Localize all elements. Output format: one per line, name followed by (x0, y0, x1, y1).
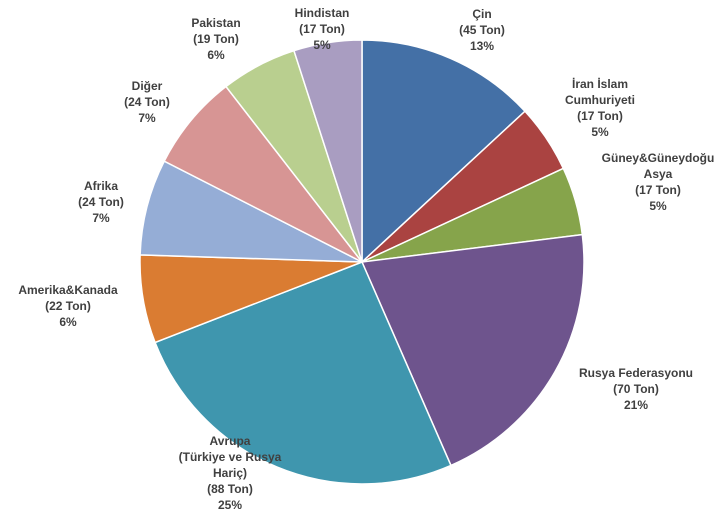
pie-slice-label-line: 6% (207, 48, 225, 62)
pie-slice-label-line: (70 Ton) (613, 382, 659, 396)
pie-slice-label-line: Pakistan (191, 16, 240, 30)
pie-slice-label-line: 7% (138, 111, 156, 125)
pie-slice (293, 39, 363, 263)
pie-slice-label-line: (22 Ton) (45, 299, 91, 313)
pie-slice-label-line: Amerika&Kanada (18, 283, 118, 297)
pie-slice-label: Afrika (24 Ton) 7% (78, 179, 124, 225)
pie-slice-label-line: (24 Ton) (78, 195, 124, 209)
pie-slice (361, 39, 527, 264)
pie-slice-label-line: Avrupa (210, 434, 251, 448)
pie-slice-label: İran İslam Cumhuriyeti (17 Ton) 5% (565, 76, 635, 139)
pie-slice-label-line: 6% (59, 315, 77, 329)
pie-slice-label-line: (Türkiye ve Rusya (179, 450, 282, 464)
pie-slice-label-line: İran İslam (572, 76, 628, 91)
pie-slice-label-line: (88 Ton) (207, 482, 253, 496)
pie-slice-label-line: Afrika (84, 179, 118, 193)
pie-slice-label-line: (24 Ton) (124, 95, 170, 109)
pie-slice-label: Amerika&Kanada (22 Ton) 6% (18, 283, 118, 329)
pie-slice-label-line: 5% (649, 199, 667, 213)
pie-slice-label: Rusya Federasyonu (70 Ton) 21% (579, 366, 693, 412)
pie-slice-label-line: 5% (591, 125, 609, 139)
pie-slice-label: Çin (45 Ton) 13% (459, 7, 505, 53)
pie-slice (154, 261, 452, 485)
pie-slice-label-line: (17 Ton) (635, 183, 681, 197)
pie-slice-label-line: 25% (218, 498, 242, 512)
pie-slice-label-line: 13% (470, 39, 494, 53)
pie-slice-label: Hindistan (17 Ton) 5% (295, 6, 350, 52)
pie-slices (139, 39, 585, 485)
pie-slice-label: Pakistan (19 Ton) 6% (191, 16, 240, 62)
pie-slice-label-line: Çin (472, 7, 491, 21)
pie-slice-label-line: (45 Ton) (459, 23, 505, 37)
pie-slice (360, 233, 585, 467)
pie-slice-label-line: 5% (313, 38, 331, 52)
pie-slice-label-line: (17 Ton) (299, 22, 345, 36)
pie-slice-label: Diğer (24 Ton) 7% (124, 79, 170, 125)
pie-slice-label-line: Asya (644, 167, 673, 181)
pie-slice-label-line: (19 Ton) (193, 32, 239, 46)
pie-labels: Çin (45 Ton) 13% İran İslam Cumhuriyeti (17 T… (18, 6, 714, 512)
pie-slice-label-line: 21% (624, 398, 648, 412)
pie-slice-label-line: Cumhuriyeti (565, 93, 635, 107)
pie-slice-label-line: (17 Ton) (577, 109, 623, 123)
pie-slice-label-line: Diğer (132, 79, 163, 93)
pie-slice-label-line: Rusya Federasyonu (579, 366, 693, 380)
pie-slice-label: Güney&Güneydoğu Asya (17 Ton) 5% (602, 151, 715, 213)
pie-slice-label-line: 7% (92, 211, 110, 225)
pie-slice-label: Avrupa (Türkiye ve Rusya Hariç) (88 Ton) 25% (179, 434, 282, 512)
pie-slice-label-line: Güney&Güneydoğu (602, 151, 715, 165)
pie-slice-label-line: Hindistan (295, 6, 350, 20)
pie-slice-label-line: Hariç) (213, 466, 247, 480)
